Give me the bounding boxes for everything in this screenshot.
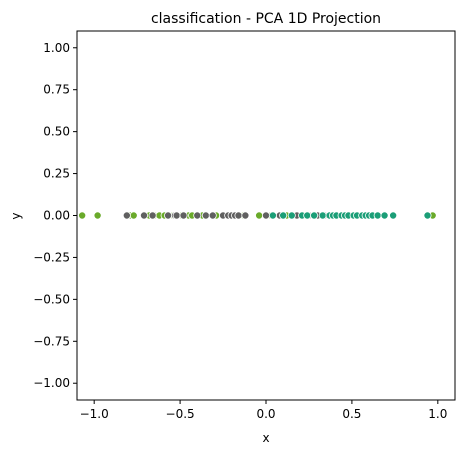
- y-tick-label: −0.50: [33, 292, 70, 306]
- y-axis-label: y: [9, 212, 23, 219]
- data-point: [279, 211, 288, 220]
- data-point: [129, 211, 138, 220]
- data-points: [78, 211, 437, 220]
- data-point: [193, 211, 202, 220]
- data-point: [122, 211, 131, 220]
- y-axis-ticks: 1.00 0.75 0.50 0.25 0.00 −0.25 −0.50 −0.75 −1.00: [33, 41, 77, 390]
- data-point: [172, 211, 181, 220]
- y-tick-label: 0.25: [43, 167, 70, 181]
- y-tick-label: 0.50: [43, 125, 70, 139]
- data-point: [93, 211, 102, 220]
- data-point: [318, 211, 327, 220]
- data-point: [255, 211, 264, 220]
- y-tick-label: 0.00: [43, 209, 70, 223]
- data-point: [208, 211, 217, 220]
- x-tick-label: 0.5: [342, 407, 361, 421]
- data-point: [287, 211, 296, 220]
- data-point: [261, 211, 270, 220]
- x-tick-label: −1.0: [80, 407, 109, 421]
- x-axis-ticks: −1.0 −0.5 0.0 0.5 1.0: [80, 400, 447, 421]
- data-point: [380, 211, 389, 220]
- data-point: [310, 211, 319, 220]
- y-tick-label: 1.00: [43, 41, 70, 55]
- y-tick-label: 0.75: [43, 83, 70, 97]
- x-tick-label: 1.0: [428, 407, 447, 421]
- data-point: [140, 211, 149, 220]
- data-point: [179, 211, 188, 220]
- x-axis-label: x: [262, 431, 269, 445]
- data-point: [303, 211, 312, 220]
- y-tick-label: −1.00: [33, 376, 70, 390]
- data-point: [423, 211, 432, 220]
- y-tick-label: −0.25: [33, 250, 70, 264]
- data-point: [373, 211, 382, 220]
- data-point: [234, 211, 243, 220]
- data-point: [201, 211, 210, 220]
- x-tick-label: 0.0: [256, 407, 275, 421]
- chart-title: classification - PCA 1D Projection: [151, 11, 381, 27]
- data-point: [389, 211, 398, 220]
- x-tick-label: −0.5: [166, 407, 195, 421]
- data-point: [78, 211, 87, 220]
- y-tick-label: −0.75: [33, 334, 70, 348]
- data-point: [268, 211, 277, 220]
- plot-frame: [76, 30, 456, 401]
- data-point: [148, 211, 157, 220]
- data-point: [164, 211, 173, 220]
- data-point: [241, 211, 250, 220]
